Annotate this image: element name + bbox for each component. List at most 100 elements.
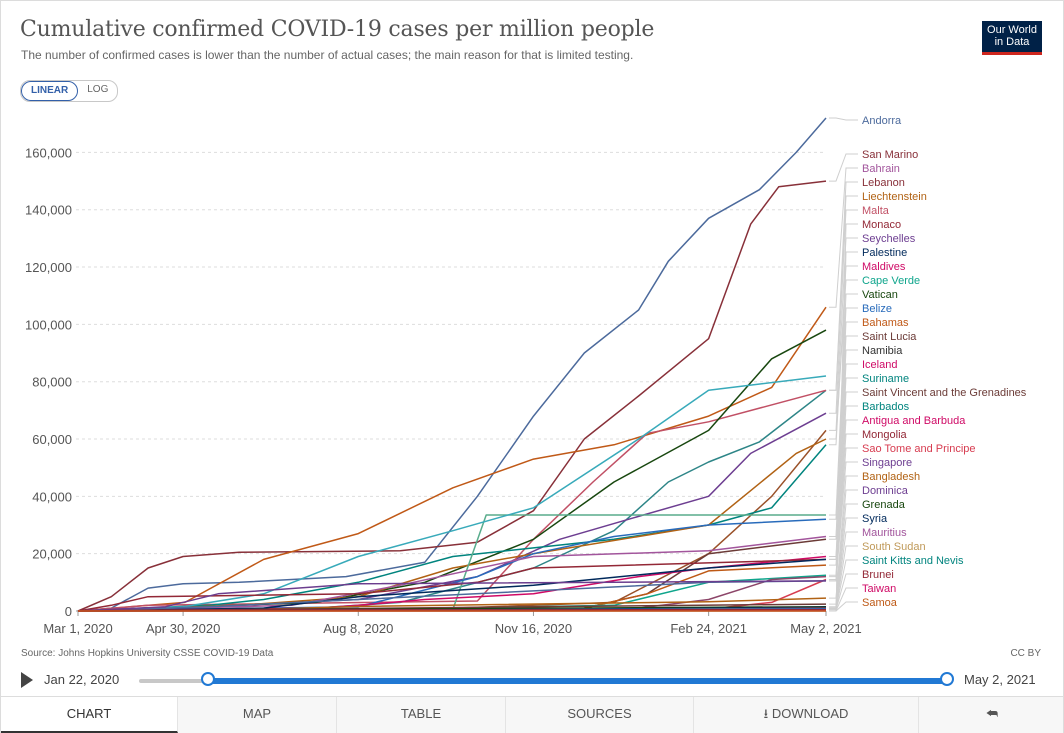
series-line bbox=[77, 389, 827, 612]
label-connector bbox=[829, 307, 858, 520]
tab-download[interactable]: ⭳ DOWNLOAD bbox=[694, 697, 919, 733]
grid-lines bbox=[76, 151, 826, 612]
play-icon[interactable] bbox=[21, 672, 33, 688]
label-connector bbox=[829, 489, 858, 605]
download-icon: ⭳ bbox=[763, 706, 769, 721]
x-tick-label: Nov 16, 2020 bbox=[495, 621, 572, 636]
series-label: Cape Verde bbox=[862, 275, 920, 287]
series-label: Bahamas bbox=[862, 317, 909, 329]
label-connector bbox=[829, 391, 858, 566]
x-axis-ticks: Mar 1, 2020 Apr 30, 2020 Aug 8, 2020 Nov 16… bbox=[43, 610, 862, 636]
x-tick-label: Mar 1, 2020 bbox=[43, 621, 112, 636]
log-scale-button[interactable]: LOG bbox=[87, 84, 109, 95]
x-tick-label: May 2, 2021 bbox=[790, 621, 862, 636]
timeline-start-label: Jan 22, 2020 bbox=[44, 672, 120, 687]
label-connector bbox=[829, 601, 858, 612]
tab-map[interactable]: MAP bbox=[178, 697, 337, 733]
series-label: Saint Vincent and the Grenadines bbox=[862, 387, 1027, 399]
series-labels: Andorra San Marino Bahrain Lebanon Liechtens… bbox=[862, 115, 1027, 609]
y-tick-label: 60,000 bbox=[32, 432, 72, 447]
series-label: Belize bbox=[862, 303, 892, 315]
label-connector bbox=[829, 475, 858, 599]
series-lines bbox=[77, 117, 827, 612]
series-label: Syria bbox=[862, 513, 888, 525]
label-connector bbox=[829, 503, 858, 608]
tab-chart[interactable]: CHART bbox=[1, 697, 178, 733]
label-connector bbox=[829, 117, 858, 121]
x-tick-label: Apr 30, 2020 bbox=[146, 621, 220, 636]
series-label: San Marino bbox=[862, 149, 918, 161]
y-tick-label: 100,000 bbox=[25, 317, 72, 332]
label-connector bbox=[829, 419, 858, 578]
series-label: South Sudan bbox=[862, 541, 926, 553]
series-label: Antigua and Barbuda bbox=[862, 415, 966, 427]
label-connector bbox=[829, 433, 858, 580]
source-note[interactable]: Source: Johns Hopkins University CSSE CO… bbox=[21, 648, 274, 659]
label-connector bbox=[829, 517, 858, 608]
series-label: Dominica bbox=[862, 485, 909, 497]
y-tick-label: 140,000 bbox=[25, 203, 72, 218]
series-label: Maldives bbox=[862, 261, 906, 273]
y-tick-label: 40,000 bbox=[32, 489, 72, 504]
series-label: Singapore bbox=[862, 457, 912, 469]
series-label: Suriname bbox=[862, 373, 909, 385]
label-connector bbox=[829, 377, 858, 560]
label-connector bbox=[829, 461, 858, 582]
series-line bbox=[77, 444, 827, 612]
x-tick-label: Feb 24, 2021 bbox=[670, 621, 747, 636]
label-connector bbox=[829, 167, 858, 308]
share-button[interactable]: ⮪ bbox=[919, 697, 1064, 733]
series-line bbox=[77, 375, 827, 612]
series-line bbox=[77, 558, 827, 612]
series-label: Iceland bbox=[862, 359, 897, 371]
logo-line-1: Our World bbox=[987, 24, 1037, 36]
series-line bbox=[77, 580, 827, 612]
tab-sources[interactable]: SOURCES bbox=[506, 697, 694, 733]
series-label: Bahrain bbox=[862, 163, 900, 175]
series-label: Andorra bbox=[862, 115, 902, 127]
y-axis-ticks: 0 20,000 40,000 60,000 80,000 100,000 120,000 1… bbox=[25, 145, 72, 619]
series-line bbox=[77, 180, 827, 612]
download-label: DOWNLOAD bbox=[771, 706, 849, 721]
tab-bar: CHART MAP TABLE SOURCES ⭳ DOWNLOAD ⮪ bbox=[1, 696, 1063, 733]
linear-scale-button[interactable]: LINEAR bbox=[21, 81, 79, 101]
y-tick-label: 120,000 bbox=[25, 260, 72, 275]
series-label: Namibia bbox=[862, 345, 903, 357]
series-label: Samoa bbox=[862, 597, 898, 609]
series-line bbox=[77, 306, 827, 612]
timeline: Jan 22, 2020 May 2, 2021 bbox=[1, 667, 1063, 693]
series-label: Liechtenstein bbox=[862, 191, 927, 203]
label-connector bbox=[829, 335, 858, 540]
label-connectors bbox=[829, 117, 858, 612]
label-connector bbox=[829, 195, 858, 391]
series-label: Palestine bbox=[862, 247, 907, 259]
label-connector bbox=[829, 545, 858, 609]
series-label: Seychelles bbox=[862, 233, 916, 245]
y-tick-label: 160,000 bbox=[25, 145, 72, 160]
timeline-selected-range bbox=[207, 678, 947, 684]
series-line bbox=[77, 535, 827, 612]
license-link[interactable]: CC BY bbox=[1010, 648, 1041, 659]
series-label: Mauritius bbox=[862, 527, 907, 539]
series-label: Sao Tome and Principe bbox=[862, 443, 976, 455]
share-icon: ⮪ bbox=[985, 706, 999, 721]
timeline-end-label: May 2, 2021 bbox=[964, 672, 1036, 687]
y-tick-label: 80,000 bbox=[32, 375, 72, 390]
series-label: Taiwan bbox=[862, 583, 896, 595]
label-connector bbox=[829, 559, 858, 610]
series-label: Mongolia bbox=[862, 429, 908, 441]
chart-subtitle: The number of confirmed cases is lower t… bbox=[21, 48, 634, 62]
series-label: Malta bbox=[862, 205, 890, 217]
logo-line-2: in Data bbox=[994, 36, 1030, 48]
tab-table[interactable]: TABLE bbox=[337, 697, 506, 733]
timeline-start-handle[interactable] bbox=[200, 672, 215, 686]
line-chart: 0 20,000 40,000 60,000 80,000 100,000 120,000 1… bbox=[25, 115, 1027, 636]
series-label: Saint Lucia bbox=[862, 331, 917, 343]
series-label: Brunei bbox=[862, 569, 894, 581]
series-line bbox=[77, 117, 827, 612]
scale-toggle: LINEAR LOG bbox=[20, 80, 119, 102]
timeline-end-handle[interactable] bbox=[940, 672, 954, 686]
owid-logo[interactable]: Our World in Data bbox=[982, 21, 1042, 55]
label-connector bbox=[829, 279, 858, 440]
